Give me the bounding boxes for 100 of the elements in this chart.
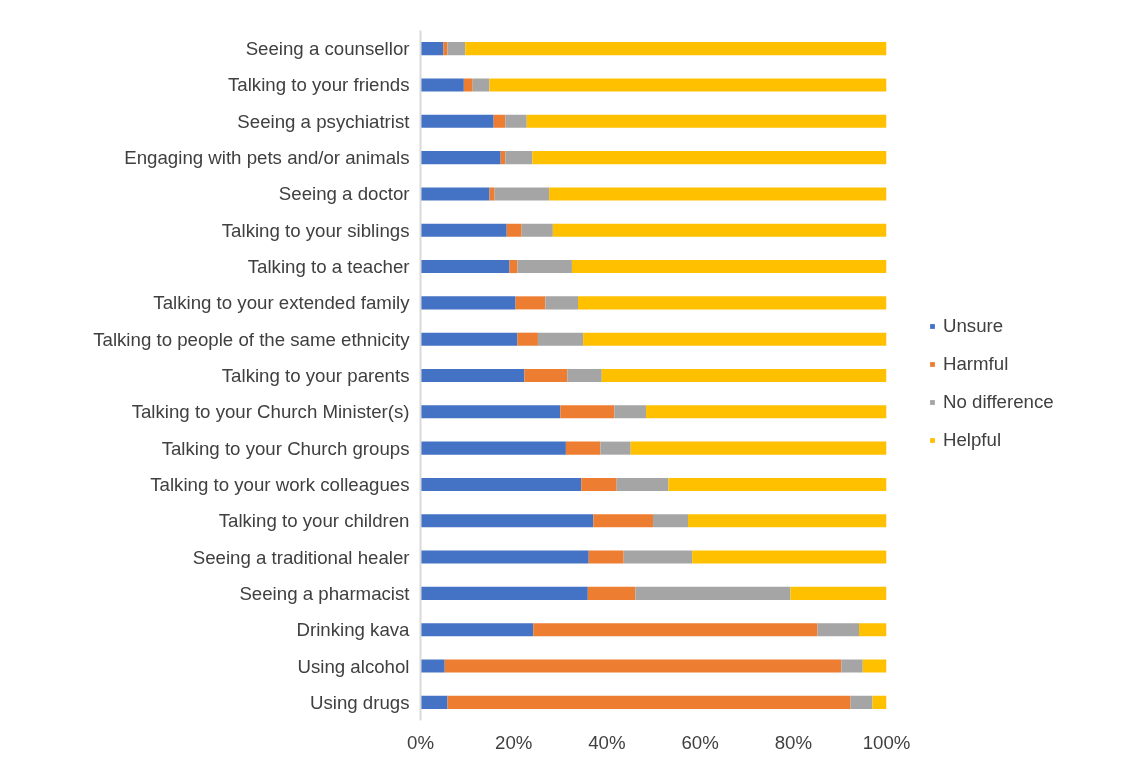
y-tick-label: Talking to people of the same ethnicity	[93, 328, 411, 350]
bar	[517, 332, 538, 346]
bar	[420, 659, 445, 673]
y-tick-label: Seeing a traditional healer	[192, 546, 410, 568]
bar	[420, 223, 507, 237]
y-tick-label: Talking to your siblings	[221, 219, 410, 241]
bar	[493, 114, 506, 128]
y-tick-label: Using drugs	[309, 691, 410, 713]
bar	[581, 477, 617, 491]
bar	[588, 550, 624, 564]
bar	[515, 296, 546, 310]
bar	[567, 368, 602, 383]
bar	[420, 695, 448, 709]
bar	[420, 441, 566, 455]
bar	[524, 368, 568, 383]
bar	[532, 151, 887, 165]
x-tick-label: 20%	[495, 731, 533, 753]
bar	[687, 514, 887, 528]
bar	[614, 405, 647, 419]
bar	[583, 332, 887, 346]
bar	[630, 441, 887, 455]
bar	[505, 114, 527, 128]
bar	[494, 187, 550, 201]
y-tick-label: Seeing a counsellor	[245, 38, 410, 60]
y-tick-label: Using alcohol	[297, 655, 410, 677]
bar	[841, 659, 863, 673]
bar	[600, 441, 631, 455]
bar	[420, 332, 518, 346]
bar	[521, 223, 553, 237]
bar	[872, 695, 887, 709]
bar	[506, 223, 522, 237]
bar	[420, 623, 534, 637]
y-tick-label: Seeing a pharmacist	[239, 582, 411, 604]
y-tick-label: Engaging with pets and/or animals	[124, 147, 410, 169]
bar	[549, 187, 887, 201]
legend-label: Helpful	[943, 428, 1002, 451]
bar	[578, 296, 887, 310]
bar	[505, 151, 533, 165]
x-tick-label: 0%	[407, 731, 434, 753]
bar	[862, 659, 887, 673]
bar	[593, 514, 654, 528]
bar	[565, 441, 601, 455]
bar	[420, 368, 525, 383]
bar	[859, 623, 887, 637]
bar	[420, 151, 501, 165]
bar	[420, 586, 588, 600]
bar	[420, 42, 444, 56]
bar	[447, 695, 851, 709]
bar	[465, 42, 887, 56]
bar	[587, 586, 636, 600]
y-tick-label: Seeing a doctor	[278, 183, 410, 205]
bar	[447, 42, 466, 56]
bar	[790, 586, 887, 600]
bar	[420, 296, 516, 310]
bar	[601, 368, 887, 383]
bar	[443, 42, 448, 56]
bar	[537, 332, 584, 346]
bar	[635, 586, 791, 600]
bar	[472, 78, 490, 92]
bar	[420, 405, 561, 419]
x-tick-label: 100%	[862, 731, 911, 753]
y-tick-label: Seeing a psychiatrist	[237, 110, 411, 132]
y-tick-label: Talking to your extended family	[153, 292, 411, 314]
y-tick-label: Talking to your Church groups	[161, 437, 410, 459]
bar	[560, 405, 615, 419]
bar	[420, 187, 490, 201]
y-tick-label: Drinking kava	[296, 619, 411, 641]
bar	[420, 78, 464, 92]
x-tick-label: 80%	[774, 731, 812, 753]
bar	[616, 477, 669, 491]
bar	[489, 78, 887, 92]
bar	[420, 550, 589, 564]
bar	[489, 187, 495, 201]
bar	[526, 114, 887, 128]
y-tick-label: Talking to your parents	[221, 365, 410, 386]
bar	[420, 477, 582, 491]
y-tick-label: Talking to your friends	[228, 74, 410, 96]
bar	[420, 260, 510, 274]
bar	[552, 223, 887, 237]
bar	[420, 514, 594, 528]
bar	[533, 623, 818, 637]
bar	[517, 260, 572, 274]
y-tick-label: Talking to your work colleagues	[150, 473, 410, 495]
bar	[817, 623, 860, 637]
bar	[668, 477, 887, 491]
bar	[692, 550, 887, 564]
bar	[623, 550, 693, 564]
y-tick-label: Talking to your children	[218, 510, 410, 532]
legend-label: Harmful	[943, 352, 1009, 375]
bar	[571, 260, 887, 274]
y-tick-label: Talking to a teacher	[247, 256, 410, 278]
bar	[420, 114, 494, 128]
bar	[545, 296, 579, 310]
bar	[653, 514, 688, 528]
bar	[444, 659, 842, 673]
x-tick-label: 40%	[588, 731, 626, 753]
y-tick-label: Talking to your Church Minister(s)	[131, 401, 410, 423]
bar	[646, 405, 887, 419]
bar	[463, 78, 473, 92]
bar	[850, 695, 873, 709]
